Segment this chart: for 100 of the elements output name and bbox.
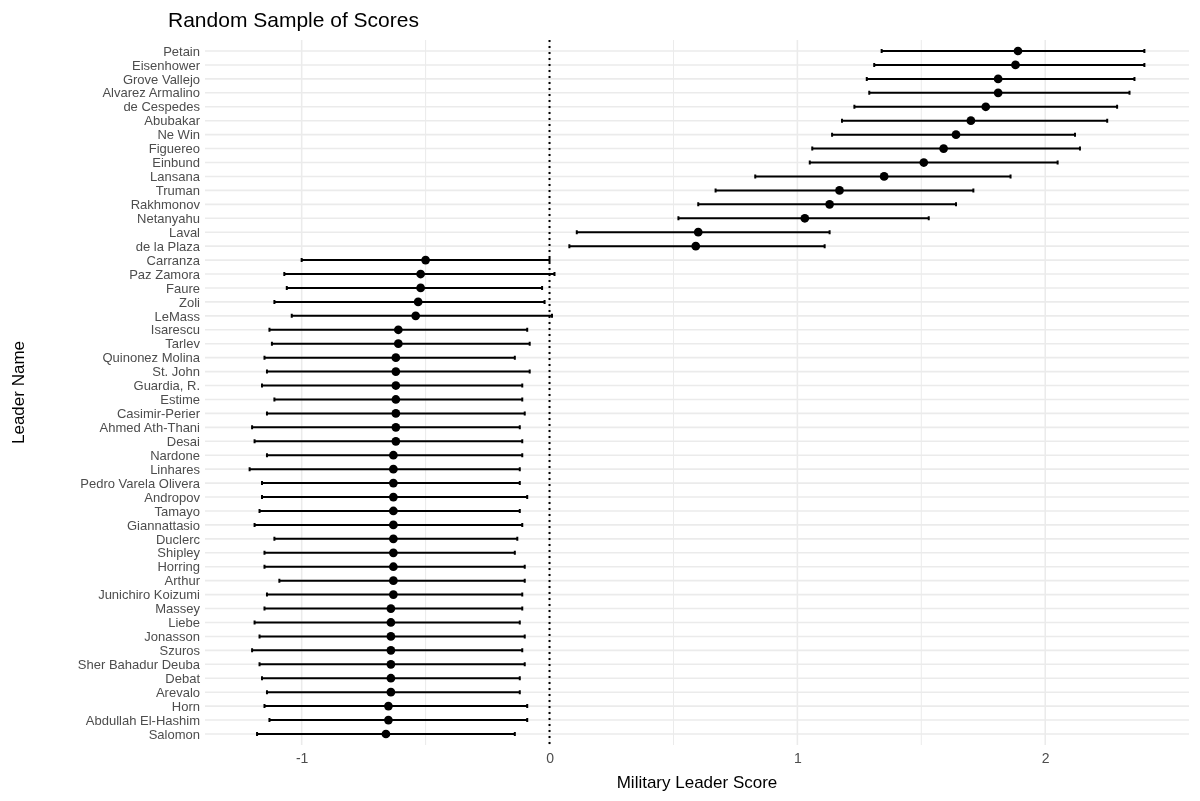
y-tick-label: Tarlev xyxy=(165,336,201,352)
point xyxy=(389,548,398,558)
point xyxy=(993,88,1003,98)
y-tick-label: Linhares xyxy=(150,461,201,477)
point xyxy=(693,227,703,237)
point xyxy=(384,701,393,711)
point xyxy=(386,659,396,669)
point xyxy=(993,74,1003,84)
point xyxy=(391,409,401,418)
y-tick-label: Sher Bahadur Deuba xyxy=(77,656,201,672)
y-tick-label: Liebe xyxy=(168,615,200,631)
point xyxy=(389,562,398,572)
y-tick-label: Pedro Varela Olivera xyxy=(80,475,201,491)
y-tick-label: Rakhmonov xyxy=(130,196,201,212)
y-tick-label: Isarescu xyxy=(150,322,200,338)
point xyxy=(391,422,401,432)
point xyxy=(389,534,398,544)
y-tick-label: Estime xyxy=(160,392,200,408)
x-axis-title: Military Leader Score xyxy=(616,773,778,792)
y-tick-label: Massey xyxy=(155,601,201,617)
y-tick-label: Arthur xyxy=(164,573,201,589)
y-tick-label: Abubakar xyxy=(144,113,201,129)
y-tick-label: Ahmed Ath-Thani xyxy=(99,420,201,436)
y-tick-label: de Cespedes xyxy=(123,99,201,115)
point xyxy=(391,381,401,390)
point xyxy=(416,283,426,293)
y-tick-label: Carranza xyxy=(146,252,201,268)
point xyxy=(421,255,430,265)
point xyxy=(386,646,396,655)
y-tick-label: Eisenhower xyxy=(132,57,201,73)
point xyxy=(413,297,423,307)
y-tick-label: Grove Vallejo xyxy=(122,71,200,87)
point xyxy=(386,604,396,613)
y-tick-label: Zoli xyxy=(179,294,201,310)
y-tick-label: Debat xyxy=(165,670,201,686)
y-tick-label: Abdullah El-Hashim xyxy=(85,712,200,728)
x-tick-label: 2 xyxy=(1041,749,1050,766)
chart-title: Random Sample of Scores xyxy=(168,8,419,31)
point xyxy=(691,241,701,251)
point xyxy=(389,492,398,502)
y-tick-label: Andropov xyxy=(144,489,201,505)
y-tick-label: LeMass xyxy=(154,308,201,324)
y-tick-label: Figuereo xyxy=(148,141,200,157)
y-tick-label: Tamayo xyxy=(154,503,200,519)
point xyxy=(389,576,398,586)
y-tick-label: Quinonez Molina xyxy=(102,350,201,366)
y-tick-label: Guardia, R. xyxy=(133,378,200,394)
y-tick-label: Nardone xyxy=(150,447,200,463)
y-tick-label: Junichiro Koizumi xyxy=(98,587,201,603)
y-tick-label: Jonasson xyxy=(144,629,200,645)
point xyxy=(393,339,403,349)
y-tick-label: Casimir-Perier xyxy=(116,406,201,422)
point xyxy=(1011,60,1020,70)
point xyxy=(386,632,396,641)
point xyxy=(981,102,991,112)
y-tick-label: St. John xyxy=(152,364,200,380)
point xyxy=(389,450,398,460)
y-tick-label: Faure xyxy=(166,280,200,296)
y-tick-label: Petain xyxy=(163,43,200,59)
point xyxy=(386,687,396,697)
point xyxy=(389,520,398,530)
y-tick-label: Duclerc xyxy=(155,531,201,547)
point xyxy=(389,464,398,474)
point xyxy=(391,353,401,363)
point xyxy=(879,172,889,181)
point xyxy=(939,144,948,153)
y-tick-label: de la Plaza xyxy=(135,238,201,254)
point xyxy=(1013,46,1023,56)
y-tick-label: Szuros xyxy=(159,643,201,659)
y-tick-label: Lansana xyxy=(150,169,201,185)
point xyxy=(391,436,401,446)
y-tick-label: Paz Zamora xyxy=(129,266,201,282)
point xyxy=(835,186,844,195)
y-tick-label: Truman xyxy=(155,183,200,199)
y-tick-label: Desai xyxy=(166,433,201,449)
point xyxy=(389,506,398,516)
point xyxy=(393,325,403,335)
point xyxy=(384,715,393,725)
x-tick-label: -1 xyxy=(295,749,309,766)
x-tick-label: 0 xyxy=(546,749,555,766)
y-axis-title: Leader Name xyxy=(9,340,28,445)
point xyxy=(389,478,398,488)
point xyxy=(951,130,961,139)
point xyxy=(919,158,929,167)
y-tick-label: Shipley xyxy=(157,545,201,561)
point xyxy=(800,213,810,223)
y-tick-label: Horring xyxy=(157,559,200,575)
point xyxy=(966,116,976,126)
point xyxy=(825,199,834,209)
y-tick-label: Salomon xyxy=(148,726,200,742)
point xyxy=(389,590,398,599)
y-tick-label: Arevalo xyxy=(155,684,200,700)
point xyxy=(381,729,391,739)
y-tick-label: Horn xyxy=(171,698,200,714)
y-tick-label: Netanyahu xyxy=(137,210,200,226)
point xyxy=(386,618,396,627)
point xyxy=(411,311,421,321)
y-tick-label: Einbund xyxy=(152,155,200,171)
point xyxy=(416,269,426,279)
point xyxy=(391,395,401,404)
